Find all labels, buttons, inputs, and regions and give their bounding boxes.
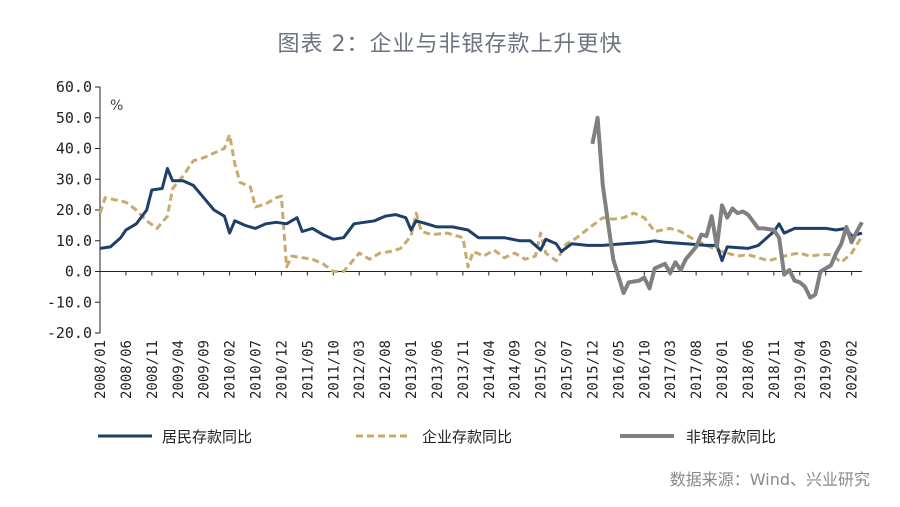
series-layer bbox=[98, 115, 864, 300]
x-tick-label: 2013/11 bbox=[456, 340, 472, 399]
x-tick-label: 2010/02 bbox=[223, 340, 239, 399]
y-tick-label: 60.0 bbox=[56, 78, 92, 96]
x-tick-label: 2019/04 bbox=[793, 340, 809, 399]
x-tick-label: 2015/02 bbox=[534, 340, 550, 399]
x-tick-label: 2017/03 bbox=[663, 340, 679, 399]
x-tick-label: 2009/09 bbox=[197, 340, 213, 399]
x-tick-label: 2010/07 bbox=[249, 340, 265, 399]
y-tick-label: 0.0 bbox=[65, 263, 92, 281]
x-tick-label: 2014/04 bbox=[482, 340, 498, 399]
legend-label-nonbank: 非银存款同比 bbox=[686, 428, 776, 446]
x-tick-label: 2009/04 bbox=[171, 340, 187, 399]
y-tick-label: 50.0 bbox=[56, 109, 92, 127]
y-tick-label: -10.0 bbox=[47, 293, 92, 311]
chart-title: 图表 2：企业与非银存款上升更快 bbox=[277, 32, 623, 57]
x-tick-label: 2012/08 bbox=[378, 340, 394, 399]
x-tick-label: 2010/12 bbox=[274, 340, 290, 399]
y-tick-label: 30.0 bbox=[56, 170, 92, 188]
series-line-nonbank bbox=[590, 115, 864, 300]
x-tick-label: 2017/08 bbox=[689, 340, 705, 399]
y-tick-label: 40.0 bbox=[56, 140, 92, 158]
legend-label-household: 居民存款同比 bbox=[162, 428, 252, 446]
x-tick-label: 2016/10 bbox=[637, 340, 653, 399]
series-line-corporate bbox=[98, 133, 864, 273]
x-tick-label: 2008/06 bbox=[119, 340, 135, 399]
series-line-household bbox=[99, 167, 863, 263]
x-tick-label: 2008/11 bbox=[145, 340, 161, 399]
x-tick-label: 2018/06 bbox=[741, 340, 757, 399]
x-tick-label: 2018/11 bbox=[767, 340, 783, 399]
x-tick-label: 2012/03 bbox=[352, 340, 368, 399]
legend: 居民存款同比 企业存款同比 非银存款同比 bbox=[98, 428, 776, 446]
x-tick-label: 2011/10 bbox=[326, 340, 342, 399]
x-tick-label: 2014/09 bbox=[508, 340, 524, 399]
y-tick-label: 10.0 bbox=[56, 232, 92, 250]
x-tick-label: 2019/09 bbox=[819, 340, 835, 399]
x-tick-label: 2013/06 bbox=[430, 340, 446, 399]
y-unit-label: % bbox=[110, 98, 123, 114]
x-tick-label: 2008/01 bbox=[93, 340, 109, 399]
source-note: 数据来源：Wind、兴业研究 bbox=[669, 470, 870, 489]
x-tick-label: 2013/01 bbox=[404, 340, 420, 399]
x-tick-label: 2016/05 bbox=[611, 340, 627, 399]
x-tick-label: 2011/05 bbox=[300, 340, 316, 399]
x-tick-label: 2015/07 bbox=[560, 340, 576, 399]
x-tick-label: 2020/02 bbox=[845, 340, 861, 399]
x-tick-label: 2015/12 bbox=[585, 340, 601, 399]
x-tick-label: 2018/01 bbox=[715, 340, 731, 399]
legend-label-corporate: 企业存款同比 bbox=[422, 428, 512, 446]
y-tick-label: -20.0 bbox=[47, 324, 92, 342]
y-tick-label: 20.0 bbox=[56, 201, 92, 219]
axes: 60.050.040.030.020.010.00.0-10.0-20.0200… bbox=[47, 78, 862, 399]
